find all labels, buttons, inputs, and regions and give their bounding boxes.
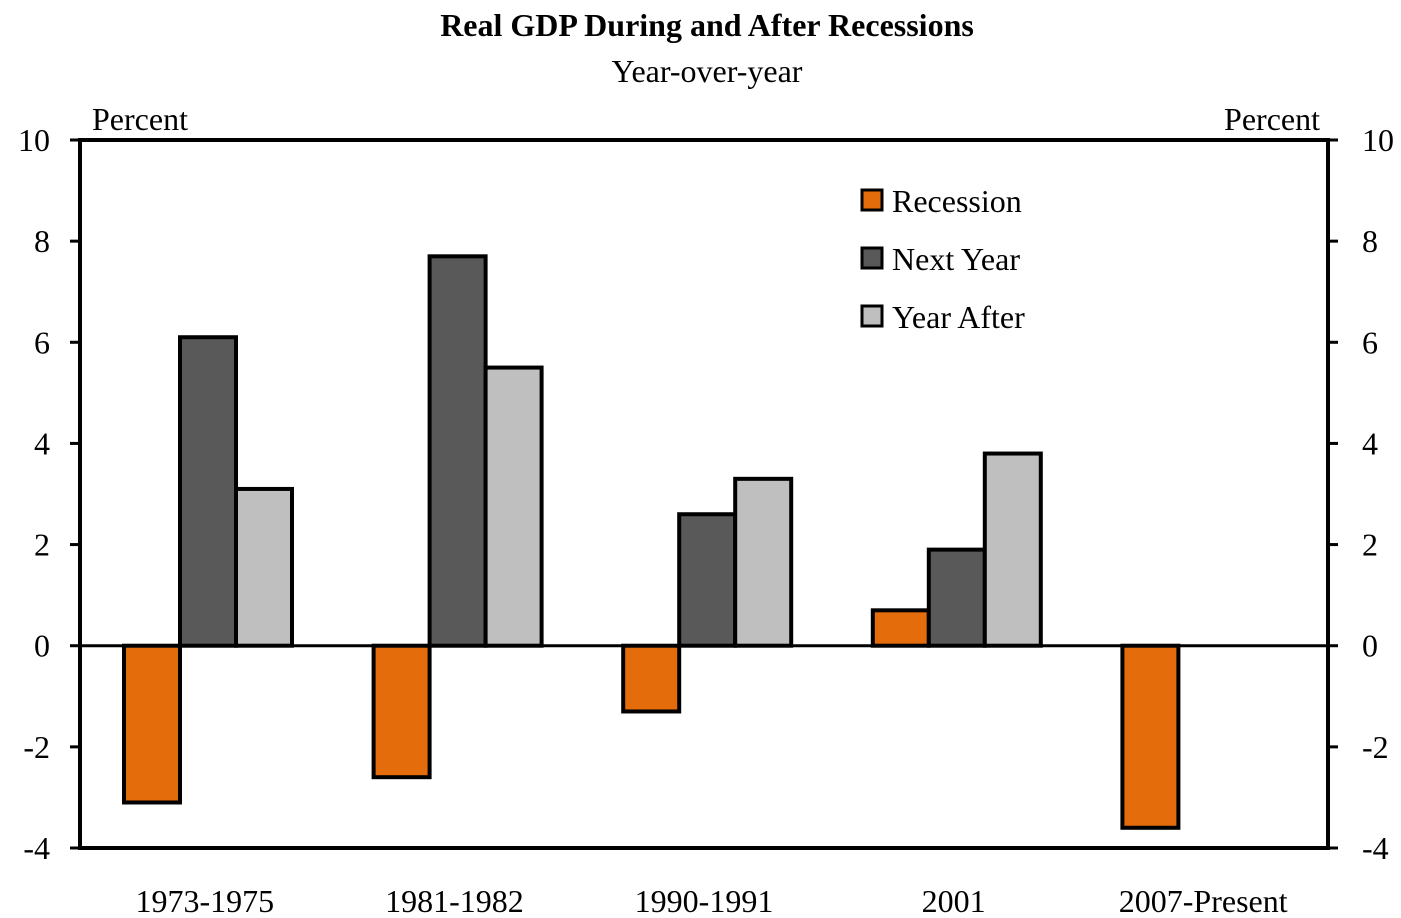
bar-recession-2001 (870, 608, 931, 648)
chart-title: Real GDP During and After Recessions (440, 7, 974, 43)
x-tick-label-1973-1975: 1973-1975 (135, 883, 274, 918)
bar-year-after-2001 (982, 451, 1043, 648)
y-tick-label-right: 8 (1362, 223, 1378, 259)
bar-year-after-1981-1982 (483, 365, 544, 648)
bars-group (122, 254, 1181, 830)
bar-year-after-1973-1975 (234, 486, 294, 648)
bar-next-year-1990-1991 (677, 512, 738, 648)
y-axis-label-left: Percent (92, 101, 188, 137)
x-tick-label-2007-present: 2007-Present (1119, 883, 1288, 918)
y-tick-label-left: -2 (23, 729, 50, 765)
x-tick-label-1981-1982: 1981-1982 (385, 883, 524, 918)
x-tick-label-1990-1991: 1990-1991 (635, 883, 774, 918)
y-tick-label-right: -4 (1362, 830, 1389, 866)
legend: Recession Next Year Year After (860, 183, 1025, 335)
chart-subtitle: Year-over-year (612, 53, 803, 89)
y-tick-label-right: 4 (1362, 425, 1378, 461)
legend-swatch-recession (860, 188, 884, 212)
bar-next-year-2001 (926, 547, 987, 648)
y-tick-label-left: 4 (34, 425, 50, 461)
legend-label-year-after: Year After (892, 299, 1025, 335)
x-tick-label-2001: 2001 (922, 883, 986, 918)
bar-next-year-1981-1982 (427, 254, 488, 648)
y-tick-label-left: 0 (34, 628, 50, 664)
bar-recession-1973-1975 (122, 643, 182, 805)
bar-recession-1981-1982 (371, 643, 432, 780)
y-tick-label-right: -2 (1362, 729, 1389, 765)
legend-swatch-year-after (860, 304, 884, 328)
y-tick-label-left: 6 (34, 324, 50, 360)
x-labels-group: 1973-1975 1981-1982 1990-1991 2001 2007-Pres… (135, 883, 1287, 918)
y-axis-label-right: Percent (1224, 101, 1320, 137)
legend-swatch-next-year (860, 246, 884, 270)
plot-frame (78, 138, 1330, 850)
bar-year-after-1990-1991 (733, 476, 794, 648)
y-tick-label-right: 2 (1362, 527, 1378, 563)
y-tick-label-left: -4 (23, 830, 50, 866)
legend-label-next-year: Next Year (892, 241, 1020, 277)
y-tick-label-right: 6 (1362, 324, 1378, 360)
bar-recession-2007-present (1120, 643, 1181, 830)
bar-recession-1990-1991 (621, 643, 682, 714)
y-tick-label-left: 10 (18, 122, 50, 158)
y-tick-label-right: 0 (1362, 628, 1378, 664)
y-tick-label-right: 10 (1362, 122, 1394, 158)
bar-next-year-1973-1975 (178, 335, 238, 648)
y-tick-label-left: 8 (34, 223, 50, 259)
legend-label-recession: Recession (892, 183, 1022, 219)
ticks-group: -4 -4 -2 -2 0 0 2 2 4 4 6 6 8 8 10 10 (18, 122, 1394, 866)
y-tick-label-left: 2 (34, 527, 50, 563)
